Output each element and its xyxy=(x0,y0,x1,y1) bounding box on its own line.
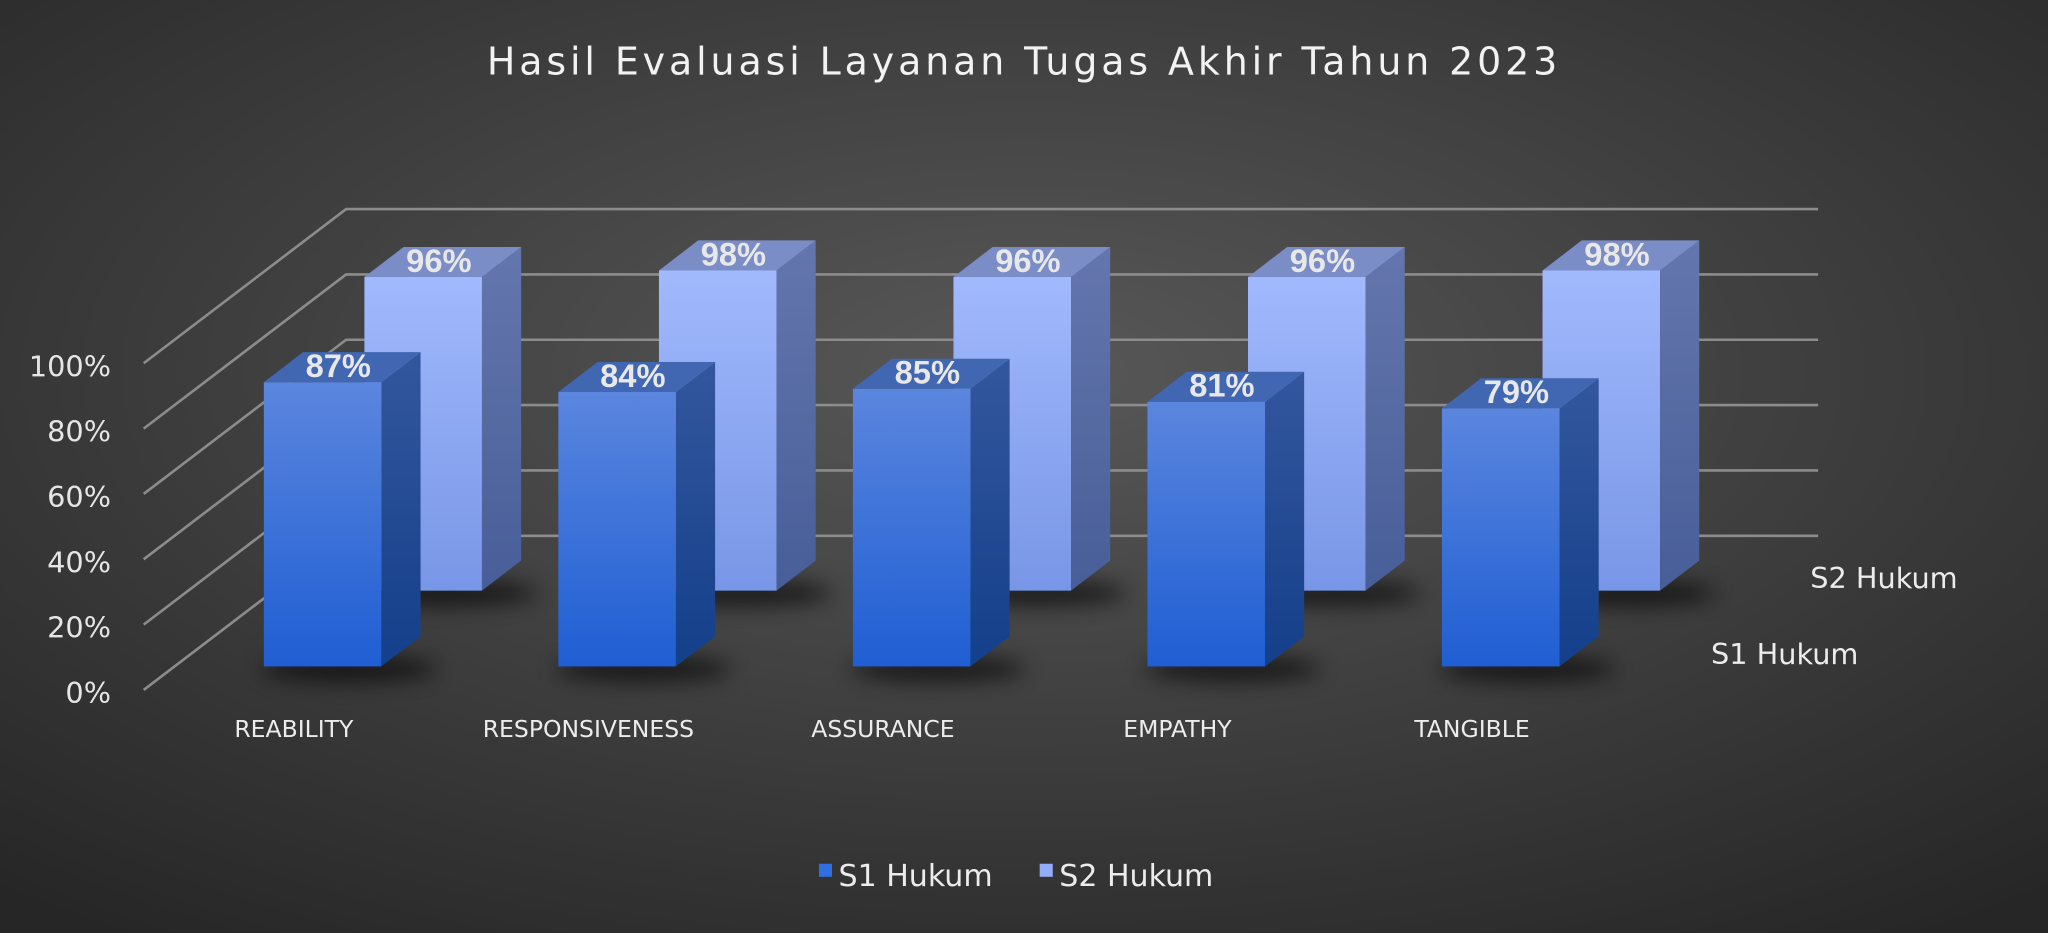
depth-label-s2: S2 Hukum xyxy=(1810,561,1957,595)
legend-swatch-s1 xyxy=(818,863,832,877)
bar-top xyxy=(1248,246,1405,278)
bar-side xyxy=(481,246,522,591)
x-category-label: REABILITY xyxy=(234,715,354,743)
bar-top xyxy=(852,358,1010,389)
legend-label-s1: S1 Hukum xyxy=(839,859,993,894)
x-category-label: ASSURANCE xyxy=(811,715,954,743)
bar-top xyxy=(364,246,522,278)
bar-top xyxy=(558,361,716,393)
bar-top xyxy=(1147,371,1305,402)
data-label: 96% xyxy=(995,242,1060,279)
y-tick-label: 0% xyxy=(65,676,111,710)
bar-front xyxy=(1441,408,1560,667)
data-label: 81% xyxy=(1189,367,1254,404)
bar-top xyxy=(658,240,816,271)
data-label: 84% xyxy=(600,357,665,394)
bar-front xyxy=(1147,401,1265,667)
bar-top xyxy=(1542,240,1700,271)
bar-side xyxy=(1660,240,1700,591)
bar-side xyxy=(970,358,1010,667)
y-tick-label: 80% xyxy=(47,415,111,449)
chart-title: Hasil Evaluasi Layanan Tugas Akhir Tahun… xyxy=(487,39,1561,83)
bar-side xyxy=(776,240,816,591)
bar-s1: 81% xyxy=(1144,367,1321,683)
bar-s1: 85% xyxy=(849,354,1026,683)
data-label: 79% xyxy=(1484,373,1549,410)
legend-label-s2: S2 Hukum xyxy=(1059,859,1213,894)
y-tick-label: 40% xyxy=(47,545,111,579)
bar-front xyxy=(558,392,676,667)
legend: S1 Hukum S2 Hukum xyxy=(818,859,1213,894)
bar-front xyxy=(263,382,382,667)
data-label: 98% xyxy=(1584,235,1649,272)
legend-swatch-s2 xyxy=(1039,863,1053,877)
y-tick-label: 60% xyxy=(47,480,111,514)
data-label: 96% xyxy=(1290,242,1355,279)
x-category-label: TANGIBLE xyxy=(1413,715,1529,743)
bar-front xyxy=(852,388,971,667)
bar-s2: 98% xyxy=(655,235,832,607)
x-category-label: EMPATHY xyxy=(1123,715,1232,743)
bar-side xyxy=(1071,246,1111,591)
bar-top xyxy=(1441,378,1599,409)
bar-side xyxy=(1559,378,1599,667)
data-label: 85% xyxy=(895,354,960,391)
y-tick-label: 20% xyxy=(47,611,111,645)
data-label: 87% xyxy=(306,347,371,384)
bar-top xyxy=(263,352,421,383)
bar-s1: 84% xyxy=(555,357,732,683)
bar-side xyxy=(1264,371,1305,667)
depth-label-s1: S1 Hukum xyxy=(1711,637,1858,671)
gridline xyxy=(142,207,1819,365)
bar-side xyxy=(675,361,716,667)
bar-side xyxy=(1365,246,1405,591)
bar-side xyxy=(381,352,421,667)
bar-top xyxy=(953,246,1111,278)
data-label: 98% xyxy=(701,235,766,272)
y-tick-label: 100% xyxy=(29,349,111,383)
bar-s1: 79% xyxy=(1438,373,1616,683)
data-label: 96% xyxy=(406,242,471,279)
bar-s1: 87% xyxy=(260,347,437,683)
x-category-label: RESPONSIVENESS xyxy=(483,715,694,743)
